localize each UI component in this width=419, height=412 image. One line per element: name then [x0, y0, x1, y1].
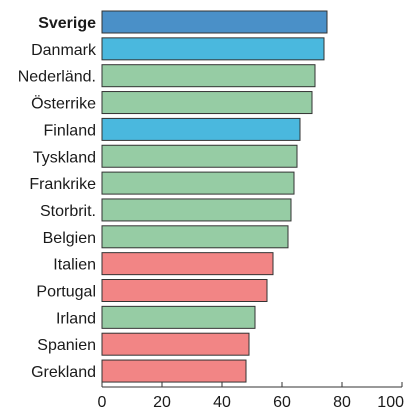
- category-label-spanien: Spanien: [37, 337, 96, 354]
- category-label-storbrit: Storbrit.: [40, 203, 96, 220]
- category-label-danmark: Danmark: [31, 42, 97, 59]
- bar-osterrike: [101, 91, 313, 115]
- bar-nederland: [101, 64, 316, 88]
- x-axis: 0 20 40 60 80 100: [98, 382, 404, 411]
- bar-danmark: [101, 37, 325, 61]
- category-label-grekland: Grekland: [31, 364, 96, 381]
- bar-italien: [101, 252, 274, 276]
- category-label-irland: Irland: [56, 310, 96, 327]
- bar-frankrike: [101, 171, 295, 195]
- category-label-osterrike: Österrike: [31, 95, 96, 113]
- x-tick-label-80: 80: [333, 394, 351, 411]
- bar-sverige: [101, 10, 328, 34]
- category-label-italien: Italien: [53, 257, 96, 274]
- category-label-tyskland: Tyskland: [33, 149, 96, 166]
- category-label-belgien: Belgien: [43, 230, 96, 247]
- bar-finland: [101, 117, 301, 141]
- category-label-portugal: Portugal: [36, 284, 96, 301]
- category-labels: Sverige Danmark Nederländ. Österrike Finland…: [18, 15, 97, 381]
- bars-layer: [101, 10, 328, 383]
- x-tick-label-20: 20: [153, 394, 171, 411]
- x-tick-label-40: 40: [213, 394, 231, 411]
- category-label-finland: Finland: [44, 122, 96, 139]
- x-tick-label-60: 60: [273, 394, 291, 411]
- category-label-nederland: Nederländ.: [18, 69, 96, 86]
- bar-irland: [101, 305, 256, 329]
- bar-spanien: [101, 332, 250, 356]
- x-tick-label-0: 0: [98, 394, 107, 411]
- bar-tyskland: [101, 144, 298, 168]
- x-tick-label-100: 100: [377, 394, 404, 411]
- category-label-frankrike: Frankrike: [29, 176, 96, 193]
- bar-belgien: [101, 225, 289, 249]
- category-label-sverige: Sverige: [38, 15, 96, 32]
- bar-grekland: [101, 359, 247, 383]
- bar-storbrit: [101, 198, 292, 222]
- bar-portugal: [101, 279, 268, 302]
